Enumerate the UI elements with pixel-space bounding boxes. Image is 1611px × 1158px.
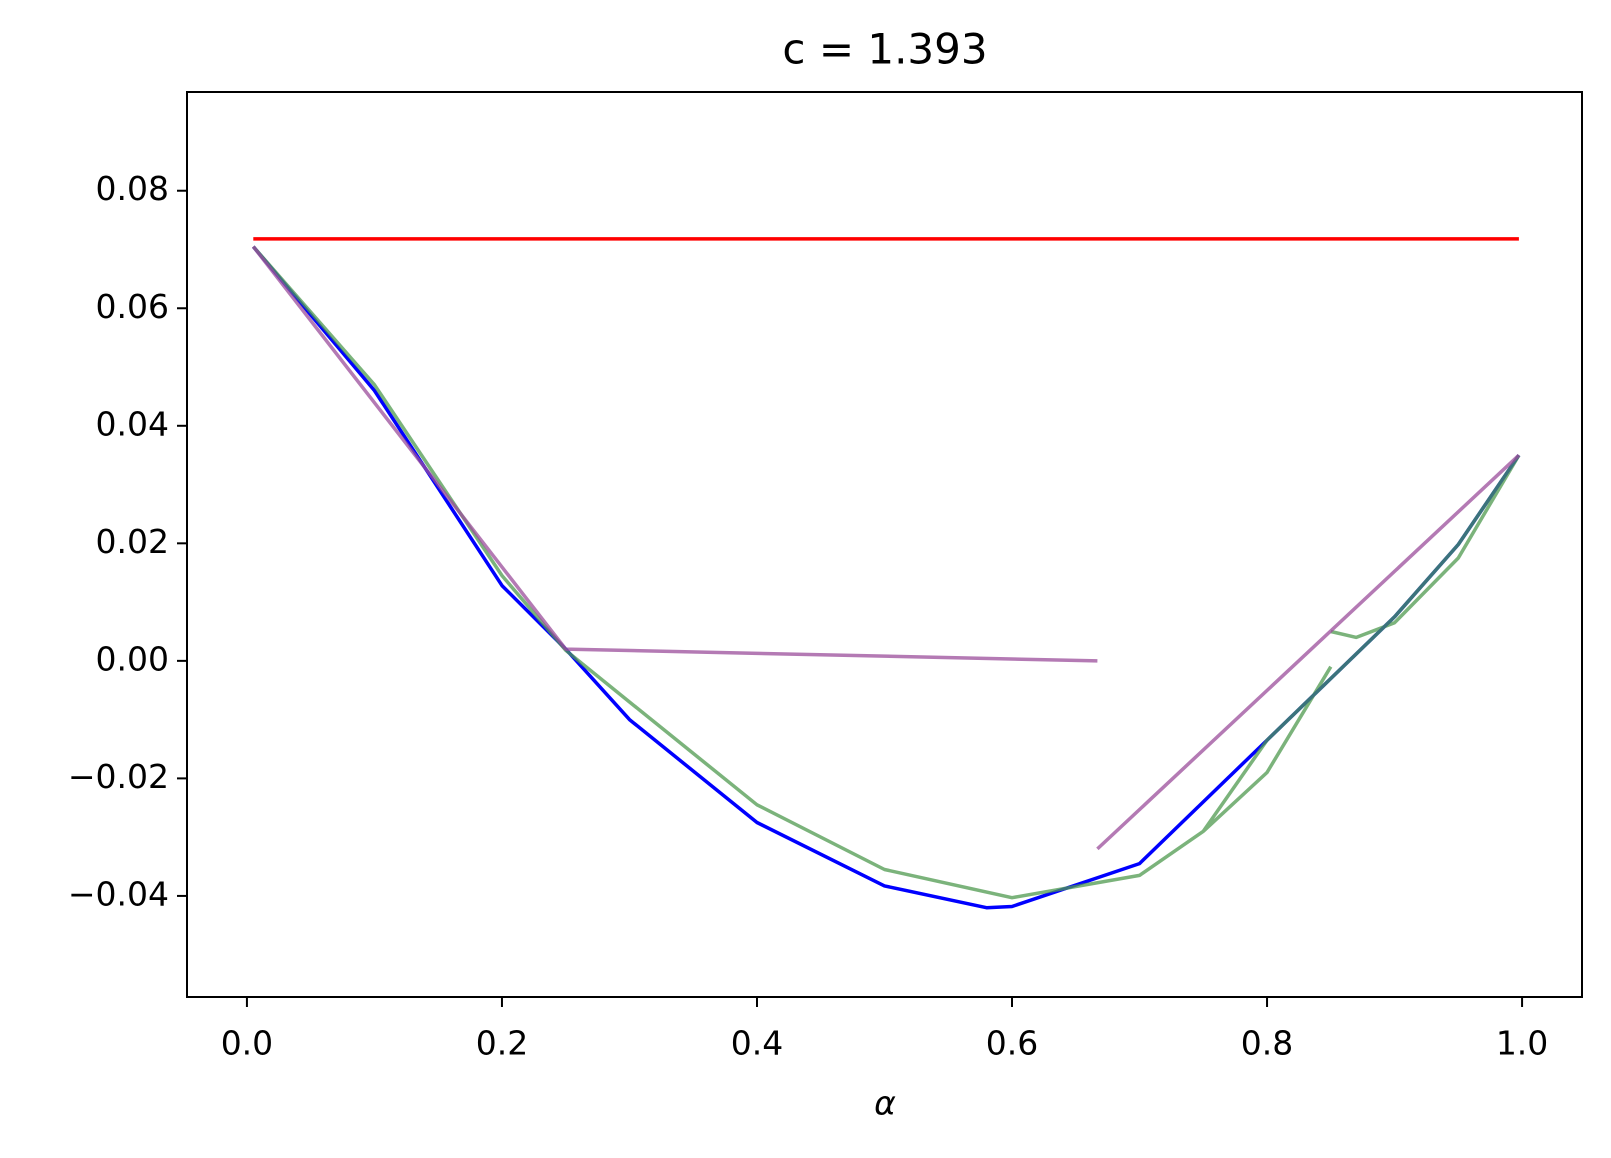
x-tick-label: 1.0 [1496, 1024, 1548, 1063]
y-tick-label: 0.04 [96, 404, 169, 443]
x-tick-label: 0.6 [986, 1024, 1038, 1063]
data-line [251, 245, 1521, 910]
chart-title: c = 1.393 [782, 25, 987, 74]
y-tick-label: 0.08 [96, 169, 169, 208]
y-tick-label: −0.02 [68, 757, 169, 796]
y-tick-label: 0.06 [96, 287, 169, 326]
x-axis-label: α [874, 1084, 896, 1123]
y-tick-label: 0.00 [96, 639, 169, 678]
y-tick-label: 0.02 [96, 522, 169, 561]
x-tick-label: 0.0 [221, 1024, 273, 1063]
data-line [251, 245, 1521, 851]
data-line [251, 245, 1521, 900]
y-tick-label: −0.04 [68, 874, 169, 913]
x-tick-label: 0.8 [1241, 1024, 1293, 1063]
plot-frame [186, 91, 1583, 998]
x-tick-label: 0.2 [476, 1024, 528, 1063]
x-tick-label: 0.4 [731, 1024, 783, 1063]
